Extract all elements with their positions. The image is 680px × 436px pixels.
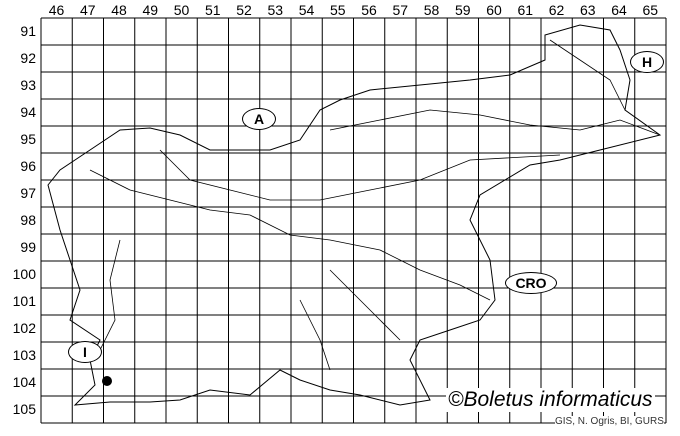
country-label-italy: I — [68, 341, 102, 363]
row-label: 91 — [20, 23, 36, 39]
country-label-austria: A — [242, 108, 276, 130]
column-label: 51 — [204, 2, 221, 18]
row-label: 98 — [20, 212, 36, 228]
column-label: 61 — [517, 2, 534, 18]
column-label: 54 — [298, 2, 315, 18]
country-label-hungary: H — [630, 51, 664, 73]
row-label: 96 — [20, 158, 36, 174]
column-label: 52 — [236, 2, 252, 18]
column-label: 46 — [48, 2, 65, 18]
column-label: 60 — [486, 2, 502, 18]
column-label: 53 — [267, 2, 284, 18]
column-label: 65 — [642, 2, 659, 18]
column-label: 48 — [111, 2, 127, 18]
credit-text: GIS, N. Ogris, BI, GURS — [555, 416, 664, 427]
column-label: 50 — [173, 2, 190, 18]
row-label: 105 — [12, 401, 36, 417]
column-label: 57 — [392, 2, 409, 18]
column-label: 59 — [454, 2, 471, 18]
row-label: 100 — [12, 266, 36, 282]
row-label: 95 — [20, 131, 36, 147]
column-label: 55 — [329, 2, 346, 18]
row-label: 93 — [20, 77, 36, 93]
row-label: 104 — [12, 374, 36, 390]
slovenia-border — [47, 24, 662, 406]
row-label: 92 — [20, 50, 36, 66]
column-label: 58 — [423, 2, 440, 18]
country-label-croatia: CRO — [505, 272, 557, 294]
row-label: 101 — [12, 293, 36, 309]
column-label: 63 — [579, 2, 596, 18]
row-label: 99 — [20, 239, 36, 255]
column-label: 47 — [79, 2, 96, 18]
column-label: 49 — [142, 2, 159, 18]
row-label: 97 — [20, 185, 36, 201]
record-dot — [102, 376, 112, 386]
column-label: 56 — [361, 2, 377, 18]
grid — [40, 17, 667, 424]
row-label: 103 — [12, 347, 36, 363]
rivers — [89, 39, 661, 371]
row-label: 94 — [20, 104, 36, 120]
row-label: 102 — [12, 320, 36, 336]
copyright-text: ©Boletus informaticus — [446, 388, 655, 412]
column-label: 62 — [548, 2, 565, 18]
column-label: 64 — [611, 2, 627, 18]
